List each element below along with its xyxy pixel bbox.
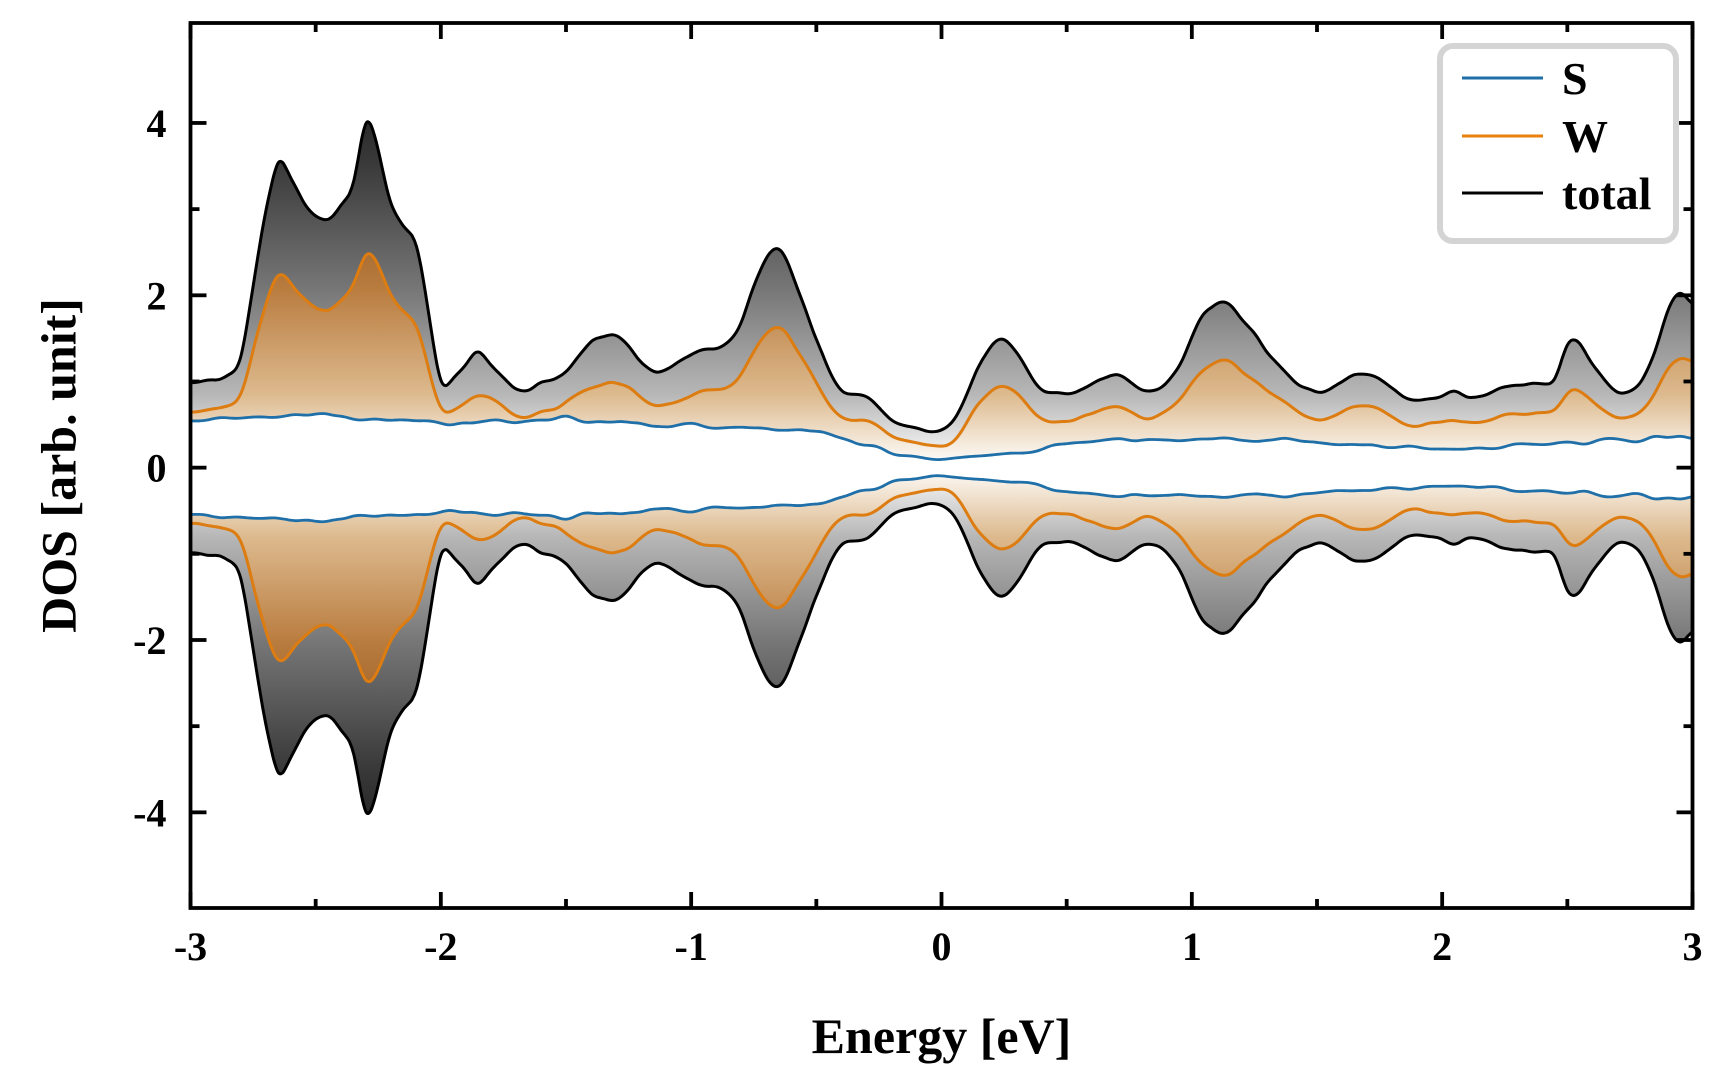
svg-text:-3: -3: [174, 924, 207, 969]
svg-text:2: 2: [1432, 924, 1452, 969]
svg-text:-2: -2: [424, 924, 457, 969]
svg-text:DOS [arb. unit]: DOS [arb. unit]: [31, 298, 87, 633]
svg-text:4: 4: [147, 101, 167, 146]
svg-text:1: 1: [1182, 924, 1202, 969]
svg-text:0: 0: [147, 446, 167, 491]
svg-text:S: S: [1562, 53, 1588, 104]
svg-text:-1: -1: [675, 924, 708, 969]
svg-text:0: 0: [932, 924, 952, 969]
svg-text:total: total: [1562, 168, 1651, 219]
svg-text:W: W: [1562, 111, 1608, 162]
svg-text:2: 2: [147, 273, 167, 318]
svg-text:3: 3: [1683, 924, 1703, 969]
svg-text:-2: -2: [133, 618, 166, 663]
svg-text:-4: -4: [133, 790, 166, 835]
svg-text:Energy [eV]: Energy [eV]: [812, 1008, 1072, 1064]
